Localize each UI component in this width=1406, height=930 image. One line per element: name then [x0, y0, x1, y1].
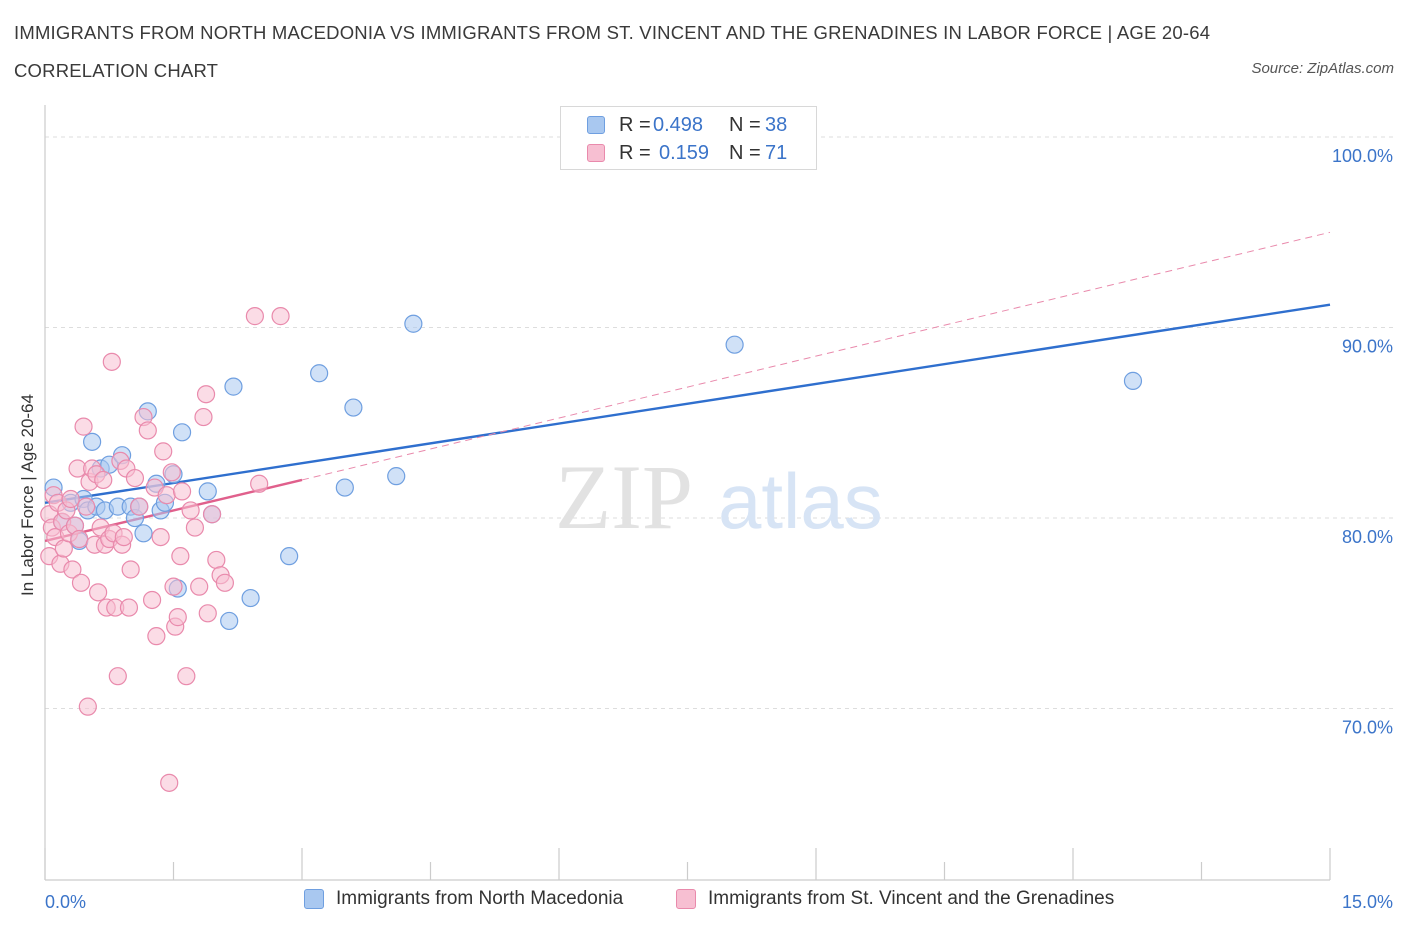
point-st-vincent [142, 590, 162, 610]
grid-lines [45, 136, 1395, 710]
point-st-vincent [271, 307, 290, 326]
point-st-vincent [168, 608, 187, 627]
point-north-macedonia [280, 547, 299, 566]
axes [44, 105, 1331, 881]
trend-line-st-vincent-extended [301, 231, 1331, 481]
point-st-vincent [78, 697, 97, 716]
legend-n-label: N = [729, 141, 761, 164]
bottom-legend-swatch-north-macedonia [304, 889, 324, 909]
legend-swatch-north-macedonia [587, 116, 605, 134]
point-north-macedonia [344, 398, 363, 417]
point-st-vincent [119, 598, 139, 617]
x-tick-labels: 0.0% 15.0% [45, 892, 1393, 912]
watermark: ZIP atlas [555, 446, 883, 548]
legend-n-value: 71 [765, 141, 788, 164]
point-st-vincent [190, 577, 209, 596]
point-st-vincent [77, 497, 96, 516]
legend-r-label: R = [619, 113, 651, 136]
bottom-legend-item-north-macedonia: Immigrants from North Macedonia [304, 888, 623, 910]
point-st-vincent [164, 577, 183, 596]
point-north-macedonia [335, 478, 354, 497]
legend-row-st-vincent: R = 0.159 N = 71 [587, 140, 787, 166]
bottom-legend: Immigrants from North Macedonia Immigran… [0, 888, 1406, 916]
bottom-legend-item-st-vincent: Immigrants from St. Vincent and the Gren… [676, 888, 1114, 910]
y-tick-label: 100.0% [1332, 146, 1393, 166]
y-tick-labels: 100.0% 90.0% 80.0% 70.0% [1332, 146, 1393, 738]
legend-row-north-macedonia: R = 0.498 N = 38 [587, 112, 787, 138]
point-st-vincent [121, 560, 140, 579]
chart-title: IMMIGRANTS FROM NORTH MACEDONIA VS IMMIG… [14, 22, 1211, 81]
point-north-macedonia [198, 482, 217, 501]
point-st-vincent [157, 486, 176, 505]
point-st-vincent [54, 539, 73, 558]
point-north-macedonia [404, 314, 423, 333]
point-st-vincent [215, 573, 234, 592]
y-tick-label: 70.0% [1342, 718, 1393, 738]
point-st-vincent [177, 667, 196, 686]
point-st-vincent [160, 773, 179, 792]
data-points [40, 307, 1143, 792]
bottom-legend-label: Immigrants from St. Vincent and the Gren… [708, 888, 1115, 909]
point-st-vincent [114, 527, 133, 547]
point-st-vincent [181, 501, 200, 520]
point-st-vincent [154, 442, 173, 461]
point-north-macedonia [83, 432, 102, 451]
point-st-vincent [125, 468, 145, 488]
legend-box: R = 0.498 N = 38 R = 0.159 N = 71 [560, 106, 817, 170]
legend-swatch-st-vincent [587, 144, 605, 162]
bottom-legend-swatch-st-vincent [676, 889, 696, 909]
point-north-macedonia [387, 467, 406, 486]
point-st-vincent [89, 583, 108, 602]
point-st-vincent [196, 385, 216, 404]
point-st-vincent [162, 463, 181, 482]
point-st-vincent [202, 505, 222, 524]
point-st-vincent [250, 474, 269, 493]
point-north-macedonia [310, 364, 329, 383]
legend-n-label: N = [729, 113, 761, 136]
point-north-macedonia [224, 377, 243, 396]
x-tick-label-min: 0.0% [45, 892, 86, 912]
point-north-macedonia [220, 611, 239, 631]
y-axis-label: In Labor Force | Age 20-64 [18, 394, 37, 596]
point-st-vincent [94, 470, 113, 490]
trend-line-north-macedonia [44, 303, 1331, 504]
legend-n-value: 38 [765, 113, 788, 136]
y-tick-label: 90.0% [1342, 337, 1393, 357]
legend-r-label: R = [619, 141, 651, 164]
point-st-vincent [102, 352, 121, 371]
watermark-atlas: atlas [718, 457, 883, 545]
point-st-vincent [71, 573, 91, 592]
point-st-vincent [63, 560, 82, 579]
bottom-legend-label: Immigrants from North Macedonia [336, 888, 624, 909]
point-st-vincent [172, 482, 192, 501]
point-st-vincent [245, 307, 264, 326]
point-st-vincent [171, 547, 190, 566]
point-st-vincent [108, 667, 127, 686]
point-st-vincent [138, 421, 157, 440]
legend-r-value: 0.498 [653, 113, 704, 136]
point-north-macedonia [241, 588, 260, 608]
point-st-vincent [151, 527, 170, 547]
point-st-vincent [198, 604, 217, 623]
x-tick-label-max: 15.0% [1342, 892, 1393, 912]
watermark-zip: ZIP [555, 446, 693, 548]
point-north-macedonia [1123, 371, 1143, 390]
source-label: Source: ZipAtlas.com [1251, 60, 1394, 77]
point-st-vincent [194, 407, 213, 427]
point-st-vincent [207, 550, 226, 570]
point-st-vincent [130, 497, 149, 516]
legend-r-value: 0.159 [659, 141, 710, 164]
point-st-vincent [74, 417, 93, 436]
y-tick-label: 80.0% [1342, 527, 1393, 547]
point-north-macedonia [172, 423, 192, 442]
point-st-vincent [147, 627, 166, 646]
point-north-macedonia [134, 524, 153, 543]
point-st-vincent [70, 529, 89, 549]
point-st-vincent [185, 518, 205, 537]
point-north-macedonia [725, 335, 744, 354]
point-st-vincent [61, 489, 80, 509]
